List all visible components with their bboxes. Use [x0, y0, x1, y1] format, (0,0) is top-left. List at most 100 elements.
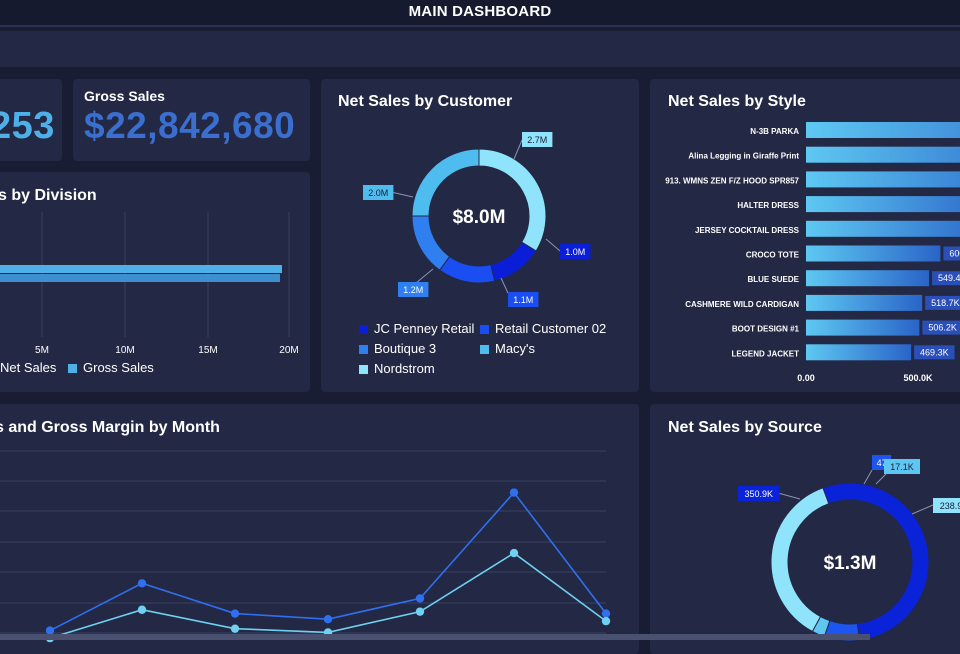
division-x-tick: 5M: [35, 345, 49, 356]
customer-chart-title: Net Sales by Customer: [338, 93, 513, 110]
style-category-label: Alina Legging in Giraffe Print: [688, 152, 799, 161]
style-x-tick: 500.0K: [903, 373, 933, 383]
monthly-data-point[interactable]: [415, 594, 425, 603]
division-x-tick: 15M: [198, 345, 217, 356]
source-callout-2-leader: [863, 469, 873, 485]
customer-callout-retail-02-leader: [500, 277, 509, 294]
source-chart-title: Net Sales by Source: [668, 419, 822, 436]
monthly-data-point[interactable]: [323, 615, 333, 624]
division-legend: Net Sales Gross Sales: [0, 360, 310, 380]
horizontal-scrollbar[interactable]: [0, 634, 870, 640]
customer-callout-boutique-leader: [415, 268, 434, 284]
source-callout-4: 238.9: [940, 501, 960, 511]
style-chart-card: Net Sales by Style N-3B PARKA Alina Leggi…: [650, 79, 960, 392]
style-bar[interactable]: [806, 270, 930, 287]
monthly-data-point[interactable]: [137, 579, 147, 588]
monthly-data-point[interactable]: [230, 624, 240, 633]
style-bar[interactable]: [806, 220, 960, 237]
style-data-label: 506.2K: [928, 323, 957, 333]
legend-jc-penney-swatch: [359, 325, 368, 335]
customer-donut-slice[interactable]: [411, 148, 480, 217]
legend-boutique-3[interactable]: Boutique 3: [359, 341, 436, 356]
source-chart-card: Net Sales by Source $1.3M 350.9K 47 17.1K 2…: [650, 404, 960, 654]
monthly-series-line: [49, 491, 607, 632]
monthly-data-point[interactable]: [601, 616, 611, 626]
source-callout-2: 47: [877, 458, 887, 468]
customer-callout-jc-penney: 1.0M: [565, 247, 585, 257]
customer-callout-nordstrom: 2.7M: [527, 135, 547, 145]
customer-callout-boutique-box: [398, 282, 429, 297]
legend-nordstrom[interactable]: Nordstrom: [359, 361, 435, 376]
filter-bar: [0, 31, 960, 67]
monthly-data-point[interactable]: [45, 626, 55, 635]
customer-legend: JC Penney Retail Retail Customer 02 Bout…: [321, 319, 639, 379]
style-bar[interactable]: [806, 245, 941, 262]
style-bar[interactable]: [806, 344, 912, 361]
customer-callout-nordstrom-box: [522, 132, 553, 147]
legend-gross-sales[interactable]: Gross Sales: [68, 360, 154, 375]
style-category-label: CASHMERE WILD CARDIGAN: [685, 300, 799, 309]
style-data-label: 549.4K: [938, 273, 960, 283]
style-bar-chart: N-3B PARKA Alina Legging in Giraffe Print…: [665, 122, 960, 383]
legend-jc-penney-label: JC Penney Retail: [374, 321, 475, 336]
style-category-label: N-3B PARKA: [750, 127, 799, 136]
source-donut-chart: $1.3M 350.9K 47 17.1K 238.9: [738, 455, 960, 642]
source-center-label: $1.3M: [824, 553, 877, 574]
customer-callout-boutique: 1.2M: [403, 285, 423, 295]
customer-donut-slice[interactable]: [411, 215, 451, 271]
style-bar[interactable]: [806, 319, 920, 336]
monthly-data-point[interactable]: [230, 609, 240, 618]
style-bar[interactable]: [806, 171, 960, 188]
customer-donut-slice[interactable]: [490, 241, 537, 282]
legend-retail-02-label: Retail Customer 02: [495, 321, 607, 336]
legend-net-sales[interactable]: Net Sales: [0, 360, 56, 375]
legend-retail-02[interactable]: Retail Customer 02: [480, 321, 606, 336]
monthly-data-point[interactable]: [509, 488, 519, 497]
gross-sales-card: Gross Sales $22,842,680: [73, 79, 310, 161]
style-data-label-box: [914, 345, 955, 360]
division-bar-net[interactable]: [0, 265, 282, 273]
source-donut-slice[interactable]: [770, 487, 830, 633]
page-title: MAIN DASHBOARD: [408, 3, 552, 20]
legend-macys-label: Macy's: [495, 341, 536, 356]
legend-jc-penney[interactable]: JC Penney Retail: [359, 321, 474, 336]
style-data-label-box: [943, 246, 960, 261]
style-bar[interactable]: [806, 294, 923, 311]
legend-retail-02-swatch: [480, 325, 489, 335]
customer-callout-macys-leader: [390, 191, 414, 198]
division-bar-gross[interactable]: [0, 274, 280, 282]
kpi-card-partial: 253: [0, 79, 62, 161]
gross-sales-label: Gross Sales: [84, 88, 165, 104]
source-callout-1: 350.9K: [745, 489, 774, 499]
legend-boutique-3-label: Boutique 3: [374, 341, 437, 356]
monthly-data-point[interactable]: [509, 548, 519, 558]
customer-donut-slice[interactable]: [438, 255, 496, 284]
monthly-series-line: [49, 552, 607, 639]
customer-callout-macys-box: [363, 185, 394, 200]
source-callout-3: 17.1K: [890, 462, 914, 472]
customer-donut-slice[interactable]: [478, 148, 547, 252]
monthly-chart-title: s and Gross Margin by Month: [0, 419, 220, 436]
source-callout-3-box: [884, 459, 920, 474]
gross-sales-value: $22,842,680: [84, 105, 296, 146]
customer-callout-jc-penney-box: [560, 244, 591, 259]
source-callout-1-leader: [777, 492, 801, 500]
style-category-label: BOOT DESIGN #1: [732, 325, 800, 334]
style-data-label-box: [925, 295, 960, 310]
division-x-tick: 20M: [279, 345, 298, 356]
legend-macys[interactable]: Macy's: [480, 341, 535, 356]
style-data-label: 600.0K: [949, 249, 960, 259]
monthly-data-point[interactable]: [415, 607, 425, 616]
style-bar[interactable]: [806, 196, 960, 213]
style-bar[interactable]: [806, 146, 960, 163]
monthly-data-point[interactable]: [601, 609, 611, 618]
style-bar[interactable]: [806, 122, 960, 138]
customer-callout-retail-02-box: [508, 292, 539, 307]
dashboard-titlebar: MAIN DASHBOARD: [0, 0, 960, 27]
kpi-partial-value: 253: [0, 105, 55, 147]
monthly-data-point[interactable]: [137, 605, 147, 614]
monthly-chart-card: s and Gross Margin by Month: [0, 404, 639, 654]
division-chart-card: s by Division 5M 10M 15M 20M Net Sales Gros…: [0, 172, 310, 392]
style-data-label: 518.7K: [931, 298, 960, 308]
source-callout-3-leader: [875, 473, 887, 485]
